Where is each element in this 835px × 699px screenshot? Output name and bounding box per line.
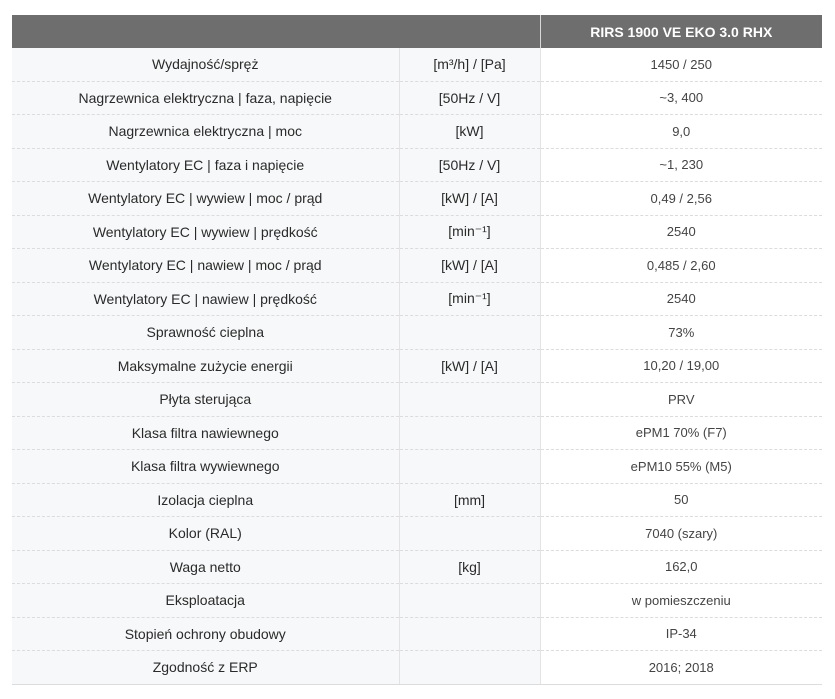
- param-cell: Klasa filtra wywiewnego: [12, 449, 399, 484]
- unit-cell: [m³/h] / [Pa]: [398, 48, 541, 82]
- table-row: Płyta sterująca PRV: [12, 382, 822, 417]
- table-row: Klasa filtra wywiewnego ePM10 55% (M5): [12, 449, 822, 484]
- unit-cell: [398, 650, 541, 685]
- table-row: Wentylatory EC | wywiew | prędkość [min⁻¹…: [12, 215, 822, 249]
- value-cell: 2016; 2018: [540, 650, 822, 685]
- param-cell: Wentylatory EC | nawiew | moc / prąd: [12, 248, 399, 283]
- table-row: Waga netto [kg] 162,0: [12, 550, 822, 584]
- value-cell: 1450 / 250: [540, 48, 822, 82]
- value-cell: 162,0: [540, 550, 822, 584]
- unit-cell: [min⁻¹]: [398, 282, 541, 316]
- unit-cell: [kW] / [A]: [398, 181, 541, 216]
- param-cell: Nagrzewnica elektryczna | faza, napięcie: [12, 81, 399, 115]
- table-row: Zgodność z ERP 2016; 2018: [12, 650, 822, 685]
- unit-cell: [398, 449, 541, 484]
- table-row: Nagrzewnica elektryczna | moc [kW] 9,0: [12, 114, 822, 149]
- param-cell: Waga netto: [12, 550, 399, 584]
- param-cell: Wentylatory EC | wywiew | prędkość: [12, 215, 399, 249]
- param-cell: Eksploatacja: [12, 583, 399, 618]
- value-cell: ePM10 55% (M5): [540, 449, 822, 484]
- table-row: Wentylatory EC | nawiew | moc / prąd [kW]…: [12, 248, 822, 283]
- param-cell: Izolacja cieplna: [12, 483, 399, 517]
- table-row: Sprawność cieplna 73%: [12, 315, 822, 350]
- param-cell: Zgodność z ERP: [12, 650, 399, 685]
- table-row: Nagrzewnica elektryczna | faza, napięcie…: [12, 81, 822, 115]
- param-cell: Maksymalne zużycie energii: [12, 349, 399, 383]
- value-cell: IP-34: [540, 617, 822, 651]
- param-cell: Wentylatory EC | nawiew | prędkość: [12, 282, 399, 316]
- spec-table: RIRS 1900 VE EKO 3.0 RHX Wydajność/spręż…: [12, 15, 822, 685]
- param-cell: Płyta sterująca: [12, 382, 399, 417]
- param-cell: Wydajność/spręż: [12, 48, 399, 82]
- unit-cell: [398, 416, 541, 450]
- value-cell: ~1, 230: [540, 148, 822, 182]
- unit-cell: [50Hz / V]: [398, 148, 541, 182]
- param-cell: Stopień ochrony obudowy: [12, 617, 399, 651]
- table-row: Izolacja cieplna [mm] 50: [12, 483, 822, 517]
- value-cell: ePM1 70% (F7): [540, 416, 822, 450]
- value-cell: 0,49 / 2,56: [540, 181, 822, 216]
- value-cell: 9,0: [540, 114, 822, 149]
- table-body: Wydajność/spręż [m³/h] / [Pa] 1450 / 250 Na…: [12, 48, 822, 685]
- header-param: [12, 15, 399, 48]
- value-cell: 10,20 / 19,00: [540, 349, 822, 383]
- param-cell: Nagrzewnica elektryczna | moc: [12, 114, 399, 149]
- table-row: Wydajność/spręż [m³/h] / [Pa] 1450 / 250: [12, 48, 822, 82]
- value-cell: w pomieszczeniu: [540, 583, 822, 618]
- unit-cell: [mm]: [398, 483, 541, 517]
- unit-cell: [50Hz / V]: [398, 81, 541, 115]
- value-cell: ~3, 400: [540, 81, 822, 115]
- header-row: RIRS 1900 VE EKO 3.0 RHX: [12, 15, 822, 48]
- param-cell: Wentylatory EC | faza i napięcie: [12, 148, 399, 182]
- value-cell: 0,485 / 2,60: [540, 248, 822, 283]
- table-row: Maksymalne zużycie energii [kW] / [A] 10,2…: [12, 349, 822, 383]
- table-row: Klasa filtra nawiewnego ePM1 70% (F7): [12, 416, 822, 450]
- unit-cell: [398, 516, 541, 551]
- table-row: Kolor (RAL) 7040 (szary): [12, 516, 822, 551]
- unit-cell: [398, 617, 541, 651]
- value-cell: PRV: [540, 382, 822, 417]
- value-cell: 7040 (szary): [540, 516, 822, 551]
- unit-cell: [398, 583, 541, 618]
- unit-cell: [398, 382, 541, 417]
- param-cell: Sprawność cieplna: [12, 315, 399, 350]
- header-model: RIRS 1900 VE EKO 3.0 RHX: [539, 15, 822, 48]
- table-row: Stopień ochrony obudowy IP-34: [12, 617, 822, 651]
- unit-cell: [kW] / [A]: [398, 349, 541, 383]
- unit-cell: [kW] / [A]: [398, 248, 541, 283]
- value-cell: 2540: [540, 282, 822, 316]
- value-cell: 73%: [540, 315, 822, 350]
- param-cell: Wentylatory EC | wywiew | moc / prąd: [12, 181, 399, 216]
- table-row: Wentylatory EC | faza i napięcie [50Hz / …: [12, 148, 822, 182]
- table-row: Wentylatory EC | nawiew | prędkość [min⁻¹…: [12, 282, 822, 316]
- value-cell: 2540: [540, 215, 822, 249]
- unit-cell: [398, 315, 541, 350]
- unit-cell: [kg]: [398, 550, 541, 584]
- unit-cell: [kW]: [398, 114, 541, 149]
- value-cell: 50: [540, 483, 822, 517]
- table-row: Wentylatory EC | wywiew | moc / prąd [kW]…: [12, 181, 822, 216]
- table-row: Eksploatacja w pomieszczeniu: [12, 583, 822, 618]
- header-unit: [399, 15, 540, 48]
- param-cell: Kolor (RAL): [12, 516, 399, 551]
- unit-cell: [min⁻¹]: [398, 215, 541, 249]
- param-cell: Klasa filtra nawiewnego: [12, 416, 399, 450]
